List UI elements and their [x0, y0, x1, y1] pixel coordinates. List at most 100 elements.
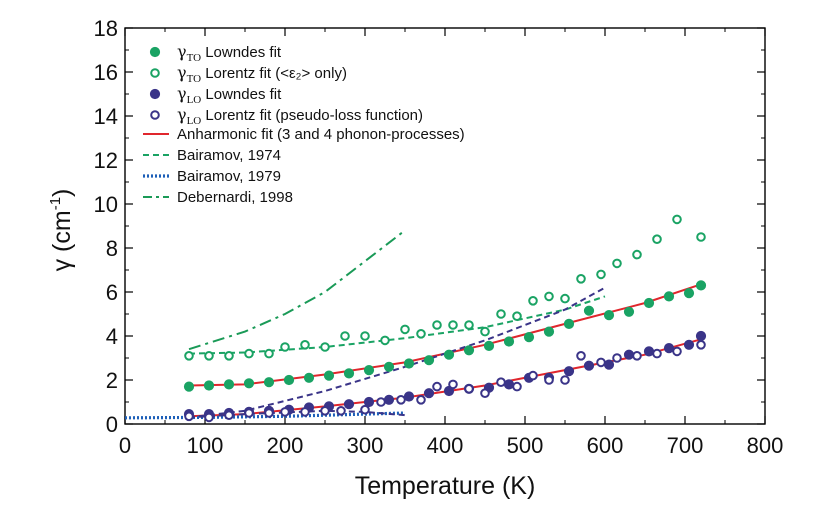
point-to_lorentz: [340, 331, 350, 341]
point-to_lowndes: [643, 297, 655, 309]
point-lo_lowndes: [603, 359, 615, 370]
point-lo_lorentz: [224, 410, 234, 421]
point-to_lorentz: [652, 234, 662, 244]
point-lo_lorentz: [336, 406, 346, 416]
point-lo_lorentz: [512, 381, 522, 392]
legend-label-bairamov_1979: Bairamov, 1979: [177, 168, 281, 185]
point-to_lowndes: [303, 372, 315, 383]
point-lo_lowndes: [563, 366, 575, 377]
point-lo_lowndes: [695, 330, 707, 342]
point-to_lowndes: [695, 280, 707, 291]
point-to_lowndes: [323, 370, 335, 381]
legend-label-debernardi_1998: Debernardi, 1998: [177, 189, 293, 206]
x-axis-title: Temperature (K): [355, 472, 536, 500]
point-lo_lowndes: [503, 379, 515, 390]
y-tick-label: 8: [106, 236, 118, 261]
y-tick-label: 4: [106, 324, 118, 349]
point-to_lowndes: [363, 365, 375, 376]
point-lo_lorentz: [432, 381, 442, 392]
point-lo_lowndes: [383, 394, 395, 405]
y-axis-close: ): [48, 189, 76, 197]
point-to_lowndes: [543, 326, 555, 337]
point-lo_lowndes: [683, 339, 695, 350]
point-to_lowndes: [383, 361, 395, 372]
y-tick-label: 10: [94, 192, 118, 217]
point-lo_lorentz: [244, 408, 254, 418]
line-debernardi_1998: [188, 229, 406, 351]
point-lo_lorentz: [264, 408, 274, 418]
point-to_lorentz: [528, 296, 538, 306]
point-to_lowndes: [503, 336, 515, 347]
point-to_lowndes: [443, 349, 455, 360]
point-to_lorentz: [204, 351, 214, 361]
point-to_lorentz: [280, 342, 290, 352]
legend-label-anharmonic_fit: Anharmonic fit (3 and 4 phonon-processes…: [177, 126, 465, 143]
legend-marker-lo_lorentz: [150, 110, 160, 120]
point-to_lowndes: [483, 340, 495, 351]
point-lo_lorentz: [544, 375, 554, 385]
y-tick-label: 14: [94, 104, 118, 129]
point-to_lowndes: [283, 374, 295, 386]
point-to_lowndes: [243, 378, 255, 389]
point-to_lowndes: [603, 310, 615, 321]
point-to_lorentz: [184, 351, 194, 361]
point-to_lorentz: [544, 291, 554, 302]
point-to_lorentz: [464, 320, 474, 330]
point-lo_lowndes: [643, 346, 655, 357]
point-lo_lorentz: [280, 407, 290, 417]
point-lo_lorentz: [612, 353, 622, 363]
y-tick-label: 16: [94, 60, 118, 85]
x-tick-labels: 0 100 200 300 400 500 600 700 800: [119, 433, 783, 458]
point-lo_lorentz: [376, 397, 386, 407]
point-to_lowndes: [183, 381, 195, 392]
y-tick-label: 2: [106, 368, 118, 393]
point-to_lowndes: [683, 288, 695, 299]
point-to_lorentz: [244, 348, 254, 359]
legend-label-to_lowndes: γTO Lowndes fit: [177, 42, 282, 64]
legend-label-bairamov_1974: Bairamov, 1974: [177, 147, 281, 164]
x-tick-label: 800: [747, 433, 784, 458]
y-tick-label: 6: [106, 280, 118, 305]
y-axis-title: γ (cm-1): [47, 189, 76, 272]
point-to_lowndes: [223, 379, 235, 390]
point-to_lowndes: [563, 318, 575, 329]
legend-marker-to_lorentz: [150, 68, 160, 78]
point-lo_lorentz: [464, 384, 474, 394]
point-lo_lorentz: [480, 388, 490, 399]
point-lo_lorentz: [528, 370, 538, 381]
point-to_lorentz: [696, 232, 706, 242]
point-to_lorentz: [400, 324, 410, 335]
point-lo_lorentz: [204, 412, 214, 423]
point-to_lowndes: [203, 380, 215, 391]
point-to_lorentz: [480, 326, 490, 337]
y-tick-label: 0: [106, 412, 118, 437]
point-to_lorentz: [264, 348, 274, 359]
point-to_lowndes: [423, 355, 435, 366]
point-lo_lorentz: [632, 351, 642, 361]
point-to_lorentz: [416, 329, 426, 339]
point-to_lorentz: [360, 331, 370, 341]
x-tick-label: 700: [667, 433, 704, 458]
legend-label-lo_lorentz: γLO Lorentz fit (pseudo-loss function): [177, 105, 423, 127]
legend-label-to_lorentz: γTO Lorentz fit (<ε₂> only): [177, 63, 347, 85]
point-to_lowndes: [663, 291, 675, 302]
point-lo_lorentz: [576, 351, 586, 361]
point-to_lorentz: [224, 351, 234, 361]
point-lo_lowndes: [623, 349, 635, 360]
point-to_lorentz: [496, 309, 506, 319]
point-lo_lowndes: [363, 396, 375, 408]
point-lo_lowndes: [583, 360, 595, 371]
point-to_lorentz: [380, 335, 390, 346]
x-tick-label: 500: [507, 433, 544, 458]
point-lo_lorentz: [652, 348, 662, 359]
point-to_lowndes: [403, 358, 415, 369]
point-to_lorentz: [448, 320, 458, 330]
legend-marker-to_lowndes: [149, 46, 161, 58]
point-to_lorentz: [512, 311, 522, 322]
axis-ticks: [124, 27, 766, 425]
point-lo_lorentz: [448, 379, 458, 390]
y-tick-label: 12: [94, 148, 118, 173]
x-tick-label: 300: [347, 433, 384, 458]
